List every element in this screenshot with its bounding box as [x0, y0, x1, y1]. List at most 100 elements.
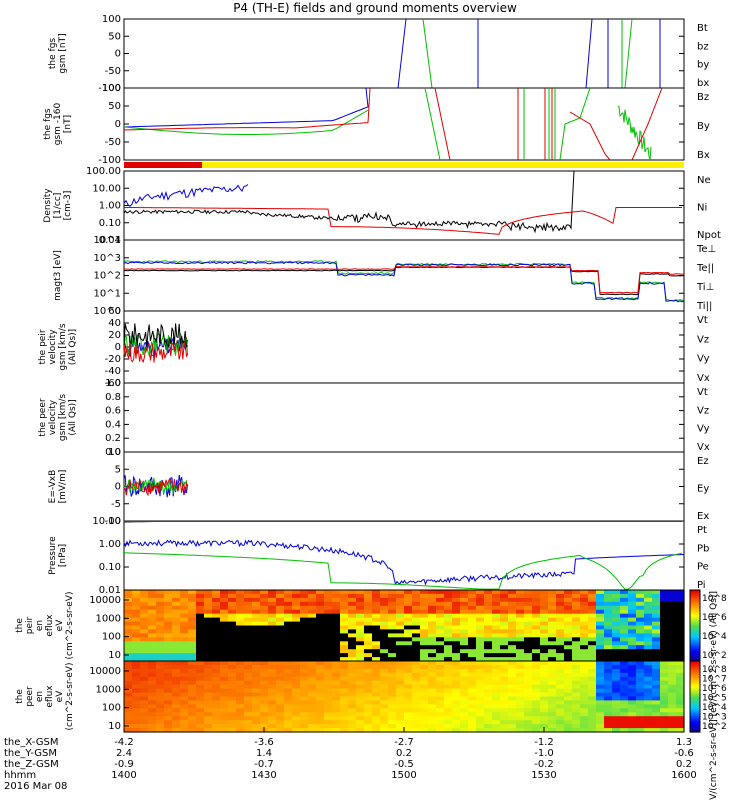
- spectrogram-cell: [228, 720, 237, 725]
- spectrogram-cell: [364, 676, 373, 682]
- spectrogram-cell: [356, 601, 365, 607]
- y-tick-label: 10: [108, 721, 121, 732]
- spectrogram-cell: [668, 605, 677, 611]
- spectrogram-cell: [436, 692, 445, 698]
- spectrogram-cell: [236, 661, 245, 666]
- spectrogram-cell: [668, 590, 677, 595]
- spectrogram-cell: [444, 708, 453, 713]
- spectrogram-cell: [588, 657, 597, 662]
- spectrogram-cell: [300, 621, 309, 627]
- spectrogram-cell: [276, 593, 285, 599]
- spectrogram-cell: [188, 728, 197, 733]
- spectrogram-cell: [268, 712, 277, 717]
- legend-Pe: Pe: [697, 562, 709, 573]
- spectrogram-cell: [612, 625, 621, 630]
- spectrogram-cell: [236, 609, 245, 615]
- spectrogram-cell: [380, 645, 389, 650]
- spectrogram-cell: [396, 676, 405, 682]
- spectrogram-cell: [388, 601, 397, 607]
- spectrogram-cell: [500, 668, 509, 674]
- spectrogram-cell: [652, 716, 661, 721]
- legend-Bx: Bx: [697, 150, 710, 161]
- spectrogram-cell: [532, 609, 541, 615]
- spectrogram-cell: [212, 661, 221, 666]
- spectrogram-cell: [228, 657, 237, 662]
- spectrogram-cell: [660, 724, 669, 729]
- spectrogram-cell: [260, 653, 269, 658]
- spectrogram-cell: [276, 700, 285, 705]
- spectrogram-cell: [260, 696, 269, 701]
- spectrogram-cell: [228, 609, 237, 615]
- spectrogram-cell: [452, 661, 461, 666]
- spectrogram-cell: [356, 637, 365, 642]
- spectrogram-cell: [652, 605, 661, 611]
- spectrogram-cell: [420, 680, 429, 686]
- spectrogram-cell: [364, 641, 373, 646]
- spectrogram-cell: [412, 590, 421, 595]
- spectrogram-cell: [356, 704, 365, 709]
- spectrogram-cell: [204, 716, 213, 721]
- spectrogram-cell: [412, 712, 421, 717]
- spectrogram-cell: [668, 704, 677, 709]
- spectrogram-cell: [412, 633, 421, 638]
- spectrogram-cell: [564, 590, 573, 595]
- spectrogram-cell: [484, 613, 493, 619]
- spectrogram-cell: [404, 597, 413, 603]
- spectrogram-cell: [604, 668, 613, 674]
- spectrogram-cell: [548, 664, 557, 670]
- spectrogram-cell: [404, 724, 413, 729]
- spectrogram-cell: [260, 645, 269, 650]
- spectrogram-cell: [628, 613, 637, 619]
- spectrogram-cell: [460, 653, 469, 658]
- spectrogram-cell: [300, 629, 309, 634]
- spectrogram-cell: [364, 668, 373, 674]
- spectrogram-cell: [580, 653, 589, 658]
- spectrogram-cell: [516, 672, 525, 678]
- spectrogram-cell: [476, 633, 485, 638]
- spectrogram-cell: [484, 692, 493, 698]
- spectrogram-cell: [180, 708, 189, 713]
- spectrogram-cell: [252, 720, 261, 725]
- spectrogram-cell: [636, 649, 645, 654]
- spectrogram-cell: [292, 704, 301, 709]
- spectrogram-cell: [636, 684, 645, 690]
- spectrogram-cell: [492, 688, 501, 694]
- spectrogram-cell: [436, 684, 445, 690]
- spectrogram-cell: [524, 661, 533, 666]
- x-tick-x-gsm: 1.3: [676, 737, 692, 748]
- spectrogram-cell: [300, 704, 309, 709]
- spectrogram-cell: [268, 661, 277, 666]
- spectrogram-cell: [444, 629, 453, 634]
- spectrogram-cell: [212, 712, 221, 717]
- spectrogram-cell: [276, 712, 285, 717]
- spectrogram-cell: [572, 696, 581, 701]
- spectrogram-cell: [596, 633, 605, 638]
- spectrogram-cell: [644, 645, 653, 650]
- spectrogram-cell: [156, 724, 165, 729]
- spectrogram-cell: [268, 653, 277, 658]
- spectrogram-cell: [356, 629, 365, 634]
- spectrogram-cell: [196, 605, 205, 611]
- spectrogram-cell: [324, 704, 333, 709]
- colorbar-cell: [690, 657, 700, 660]
- spectrogram-cell: [620, 720, 629, 725]
- spectrogram-cell: [324, 590, 333, 595]
- spectrogram-cell: [676, 728, 685, 733]
- spectrogram-cell: [436, 716, 445, 721]
- y-axis-label: (All Qs)]: [68, 399, 78, 435]
- spectrogram-cell: [516, 704, 525, 709]
- spectrogram-cell: [276, 645, 285, 650]
- colorbar-cell: [690, 613, 700, 616]
- spectrogram-cell: [668, 653, 677, 658]
- spectrogram-cell: [532, 668, 541, 674]
- spectrogram-cell: [204, 613, 213, 619]
- spectrogram-cell: [388, 688, 397, 694]
- spectrogram-cell: [612, 649, 621, 654]
- spectrogram-cell: [468, 653, 477, 658]
- spectrogram-cell: [444, 621, 453, 627]
- spectrogram-cell: [348, 649, 357, 654]
- spectrogram-cell: [372, 649, 381, 654]
- spectrogram-cell: [164, 692, 173, 698]
- spectrogram-cell: [460, 724, 469, 729]
- spectrogram-cell: [260, 688, 269, 694]
